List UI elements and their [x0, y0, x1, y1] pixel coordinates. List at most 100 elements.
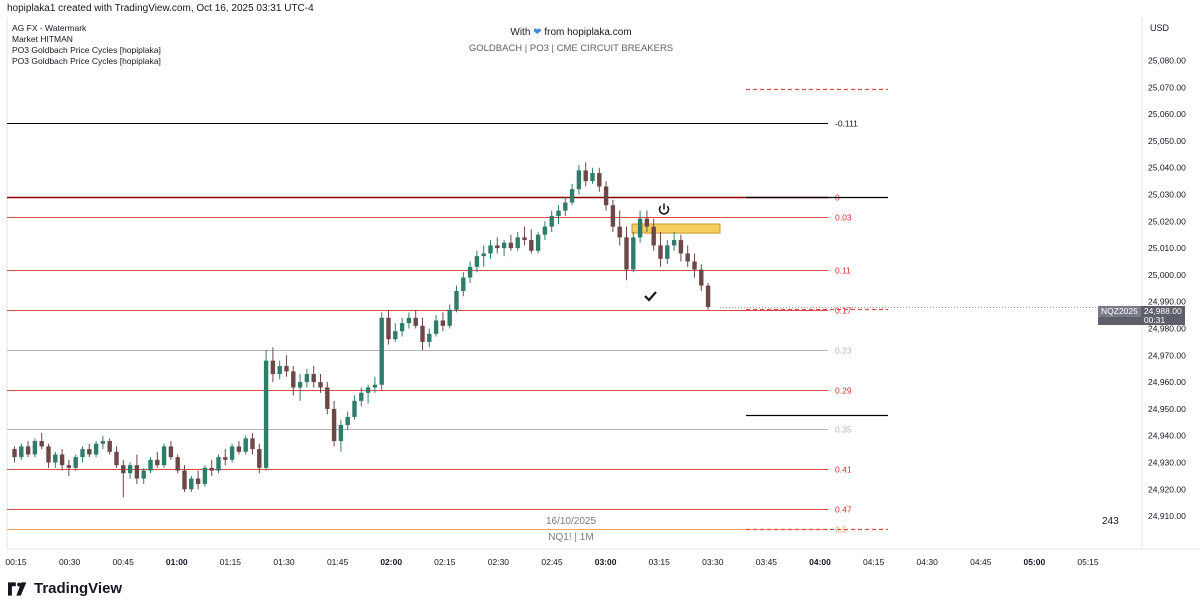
level-label: 0.5 — [835, 525, 847, 535]
candle-body — [569, 189, 575, 203]
legend-item[interactable]: PO3 Goldbach Price Cycles [hopiplaka] — [12, 56, 161, 66]
candle-body — [379, 317, 384, 385]
candle-body — [107, 441, 112, 452]
candle-body — [53, 454, 58, 463]
price-tag-price: 24,988.00 — [1143, 305, 1182, 316]
candle-body — [352, 400, 357, 417]
candle-body — [603, 186, 609, 206]
x-tick-label: 04:15 — [863, 557, 885, 567]
candle-body — [501, 242, 507, 249]
candle-body — [699, 269, 704, 286]
candle-body — [610, 205, 616, 227]
y-tick-label: 24,930.00 — [1148, 458, 1186, 468]
candle-body — [229, 446, 235, 460]
candle-body — [12, 449, 17, 458]
candle-body — [447, 309, 452, 326]
y-tick-label: 25,010.00 — [1148, 243, 1186, 253]
candle-body — [658, 245, 663, 259]
level-label: 0.23 — [835, 346, 852, 356]
tradingview-logo-icon — [8, 581, 27, 596]
heart-icon: ❤ — [533, 27, 542, 38]
y-tick-label: 24,910.00 — [1148, 511, 1186, 521]
legend-item[interactable]: PO3 Goldbach Price Cycles [hopiplaka] — [12, 45, 161, 55]
candle-body — [66, 465, 72, 468]
candle-body — [637, 218, 643, 238]
candle-body — [291, 371, 296, 388]
chart-credit: hopiplaka1 created with TradingView.com,… — [7, 3, 314, 14]
y-tick-label: 25,080.00 — [1148, 56, 1186, 66]
tradingview-wordmark: TradingView — [34, 580, 123, 597]
level-label: 0.35 — [835, 425, 852, 435]
y-tick-label: 25,060.00 — [1148, 109, 1186, 119]
legend-item[interactable]: Market HITMAN — [12, 34, 73, 44]
candle-body — [93, 443, 99, 455]
candle-body — [433, 320, 439, 334]
candle-body — [597, 173, 602, 187]
x-tick-label: 03:30 — [702, 557, 724, 567]
candle-body — [692, 261, 697, 270]
candle-body — [522, 237, 527, 241]
x-tick-label: 04:00 — [809, 557, 831, 567]
x-tick-label: 04:45 — [970, 557, 992, 567]
candle-body — [277, 366, 282, 375]
candle-body — [495, 245, 500, 249]
level-label: -0.111 — [835, 119, 858, 129]
level-label: 0.41 — [835, 465, 852, 475]
candle-body — [223, 457, 228, 460]
symbol-interval: NQ1! | 1M — [548, 532, 594, 543]
x-tick-label: 05:15 — [1077, 557, 1099, 567]
candle-body — [80, 449, 85, 458]
y-tick-label: 24,970.00 — [1148, 350, 1186, 360]
candle-body — [651, 226, 656, 246]
candle-body — [454, 290, 459, 310]
candle-body — [270, 360, 276, 375]
candle-body — [685, 253, 690, 262]
candle-body — [467, 266, 473, 278]
candle-body — [100, 441, 106, 444]
candle-body — [195, 478, 201, 484]
candle-body — [678, 240, 684, 254]
candle-body — [576, 170, 582, 190]
candle-body — [413, 317, 418, 326]
candle-body — [311, 374, 316, 383]
y-tick-label: 25,030.00 — [1148, 190, 1186, 200]
x-tick-label: 02:45 — [541, 557, 563, 567]
y-tick-label: 25,000.00 — [1148, 270, 1186, 280]
candle-body — [25, 446, 31, 455]
candle-body — [141, 470, 146, 479]
candle-body — [515, 237, 520, 249]
candle-body — [624, 237, 629, 270]
candle-body — [148, 459, 153, 471]
candle-body — [393, 331, 398, 340]
candle-body — [535, 234, 541, 251]
candle-body — [284, 366, 289, 372]
legend-item[interactable]: AG FX - Watermark — [12, 23, 87, 33]
candle-body — [236, 446, 242, 452]
candle-body — [250, 438, 255, 450]
level-label: 0.11 — [835, 266, 851, 276]
candle-body — [216, 457, 221, 471]
candle-body — [189, 478, 194, 490]
power-icon-arc — [658, 205, 670, 215]
candle-body — [617, 226, 622, 238]
candle-body — [563, 202, 568, 211]
candle-body — [297, 382, 303, 388]
candle-body — [665, 245, 670, 259]
candle-body — [481, 253, 486, 257]
candle-body — [508, 242, 514, 249]
candle-body — [121, 465, 126, 474]
price-tag-symbol: NQZ2025 — [1098, 306, 1141, 317]
order-block-box[interactable] — [631, 223, 721, 234]
candle-body — [114, 451, 119, 466]
x-tick-label: 00:45 — [113, 557, 135, 567]
x-tick-label: 02:15 — [434, 557, 456, 567]
level-label: 0.29 — [835, 386, 852, 396]
tradingview-logo[interactable]: TradingView — [8, 580, 122, 597]
x-tick-label: 01:15 — [220, 557, 242, 567]
y-tick-label: 24,980.00 — [1148, 324, 1186, 334]
candle-body — [175, 457, 180, 471]
x-tick-label: 03:15 — [649, 557, 671, 567]
x-tick-label: 03:00 — [595, 557, 617, 567]
candle-body — [583, 170, 588, 182]
